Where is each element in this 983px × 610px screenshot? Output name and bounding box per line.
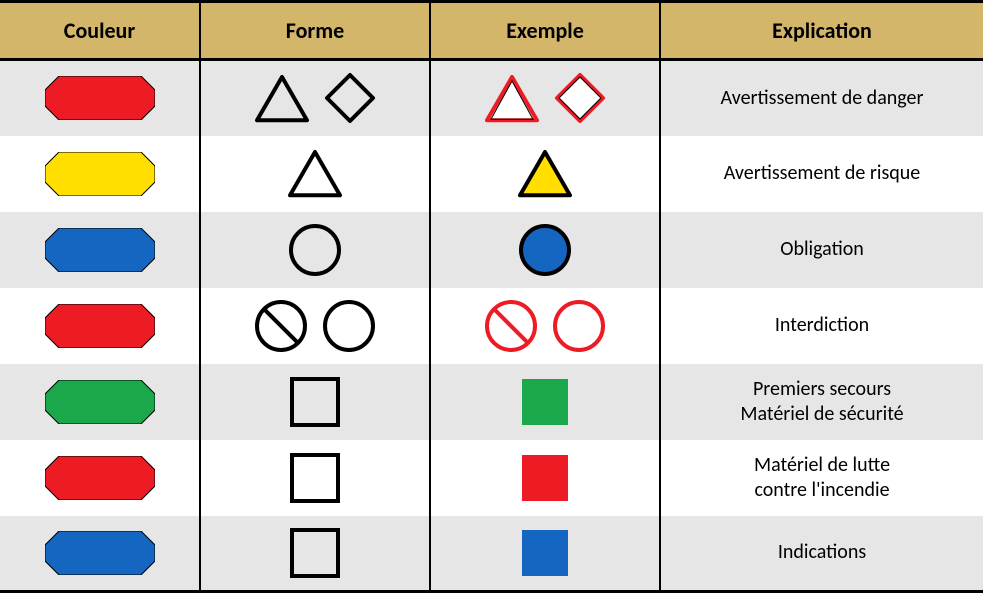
square-example-icon bbox=[522, 455, 568, 501]
triangle-shape-icon bbox=[253, 73, 311, 124]
explication-cell: Avertissement de risque bbox=[660, 136, 983, 212]
explication-text: Indications bbox=[661, 540, 983, 565]
explication-cell: Avertissement de danger bbox=[660, 60, 983, 136]
table-row: Premiers secours Matériel de sécurité bbox=[0, 364, 983, 440]
octagon-swatch-icon bbox=[45, 76, 155, 120]
octagon-swatch-icon bbox=[45, 152, 155, 196]
explication-cell: Matériel de lutte contre l'incendie bbox=[660, 440, 983, 516]
couleur-cell bbox=[0, 136, 200, 212]
header-forme: Forme bbox=[200, 2, 430, 60]
safety-signs-table: Couleur Forme Exemple Explication Averti… bbox=[0, 0, 983, 593]
header-explication: Explication bbox=[660, 2, 983, 60]
exemple-cell bbox=[430, 212, 660, 288]
forme-cell bbox=[200, 516, 430, 592]
explication-text: Obligation bbox=[661, 237, 983, 262]
explication-cell: Interdiction bbox=[660, 288, 983, 364]
prohibit-example-icon bbox=[483, 298, 539, 354]
couleur-cell bbox=[0, 440, 200, 516]
exemple-cell bbox=[430, 288, 660, 364]
explication-cell: Obligation bbox=[660, 212, 983, 288]
table-row: Obligation bbox=[0, 212, 983, 288]
forme-cell bbox=[200, 364, 430, 440]
explication-text: Matériel de lutte contre l'incendie bbox=[661, 453, 983, 503]
explication-text: Avertissement de risque bbox=[661, 161, 983, 186]
forme-cell bbox=[200, 440, 430, 516]
table-row: Avertissement de danger bbox=[0, 60, 983, 136]
triangle-shape-icon bbox=[286, 148, 344, 199]
couleur-cell bbox=[0, 60, 200, 136]
header-row: Couleur Forme Exemple Explication bbox=[0, 2, 983, 60]
table-row: Indications bbox=[0, 516, 983, 592]
header-couleur: Couleur bbox=[0, 2, 200, 60]
forme-cell bbox=[200, 288, 430, 364]
square-example-icon bbox=[522, 379, 568, 425]
triangle-example-icon bbox=[516, 148, 574, 199]
exemple-cell bbox=[430, 136, 660, 212]
explication-cell: Premiers secours Matériel de sécurité bbox=[660, 364, 983, 440]
explication-text: Avertissement de danger bbox=[661, 86, 983, 111]
octagon-swatch-icon bbox=[45, 304, 155, 348]
diamond-example-icon bbox=[553, 71, 607, 125]
explication-text: Interdiction bbox=[661, 313, 983, 338]
couleur-cell bbox=[0, 288, 200, 364]
explication-cell: Indications bbox=[660, 516, 983, 592]
circle-shape-icon bbox=[321, 298, 377, 354]
header-exemple: Exemple bbox=[430, 2, 660, 60]
explication-text: Premiers secours Matériel de sécurité bbox=[661, 377, 983, 427]
table-row: Avertissement de risque bbox=[0, 136, 983, 212]
circle-shape-icon bbox=[287, 222, 343, 278]
square-example-icon bbox=[522, 530, 568, 576]
square-shape-icon bbox=[288, 526, 342, 580]
circle-example-icon bbox=[517, 222, 573, 278]
octagon-swatch-icon bbox=[45, 228, 155, 272]
prohibit-shape-icon bbox=[253, 298, 309, 354]
triangle-example-icon bbox=[483, 73, 541, 124]
exemple-cell bbox=[430, 516, 660, 592]
square-shape-icon bbox=[288, 451, 342, 505]
circle-example-icon bbox=[551, 298, 607, 354]
octagon-swatch-icon bbox=[45, 531, 155, 575]
table-row: Matériel de lutte contre l'incendie bbox=[0, 440, 983, 516]
forme-cell bbox=[200, 60, 430, 136]
exemple-cell bbox=[430, 364, 660, 440]
couleur-cell bbox=[0, 364, 200, 440]
couleur-cell bbox=[0, 212, 200, 288]
forme-cell bbox=[200, 136, 430, 212]
octagon-swatch-icon bbox=[45, 380, 155, 424]
exemple-cell bbox=[430, 60, 660, 136]
exemple-cell bbox=[430, 440, 660, 516]
square-shape-icon bbox=[288, 375, 342, 429]
diamond-shape-icon bbox=[323, 71, 377, 125]
octagon-swatch-icon bbox=[45, 456, 155, 500]
table-row: Interdiction bbox=[0, 288, 983, 364]
forme-cell bbox=[200, 212, 430, 288]
couleur-cell bbox=[0, 516, 200, 592]
